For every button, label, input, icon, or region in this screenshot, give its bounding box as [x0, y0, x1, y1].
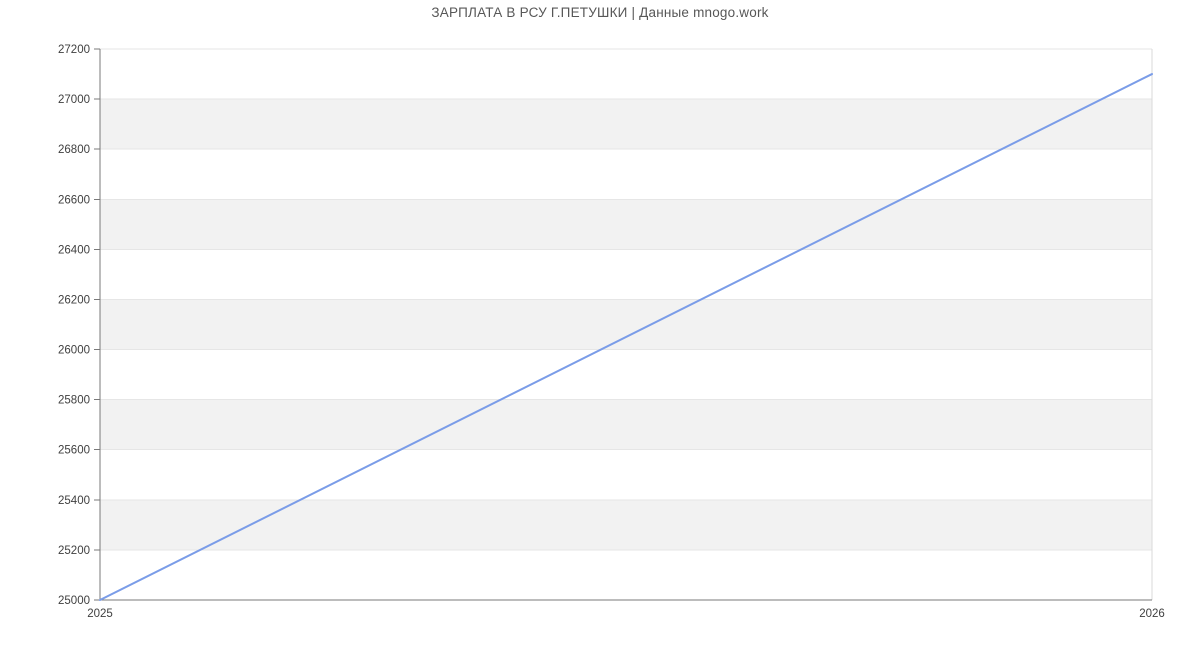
y-tick-label: 26200: [58, 294, 90, 306]
y-tick-label: 26400: [58, 244, 90, 256]
y-tick-label: 25400: [58, 495, 90, 507]
x-tick-label: 2025: [87, 608, 113, 620]
y-tick-label: 27000: [58, 94, 90, 106]
y-tick-label: 27200: [58, 44, 90, 56]
y-tick-label: 26600: [58, 194, 90, 206]
alt-band: [100, 199, 1152, 250]
y-tick-label: 25200: [58, 545, 90, 557]
y-tick-label: 26800: [58, 144, 90, 156]
alt-band: [100, 499, 1152, 550]
y-tick-label: 26000: [58, 345, 90, 357]
alt-band: [100, 399, 1152, 450]
x-tick-label: 2026: [1139, 608, 1165, 620]
y-tick-label: 25800: [58, 395, 90, 407]
chart-title: ЗАРПЛАТА В РСУ Г.ПЕТУШКИ | Данные mnogo.…: [431, 5, 769, 20]
alt-band: [100, 99, 1152, 150]
alt-band: [100, 299, 1152, 350]
salary-data-line: [99, 73, 1153, 601]
y-tick-label: 25600: [58, 445, 90, 457]
y-tick-label: 25000: [58, 595, 90, 607]
